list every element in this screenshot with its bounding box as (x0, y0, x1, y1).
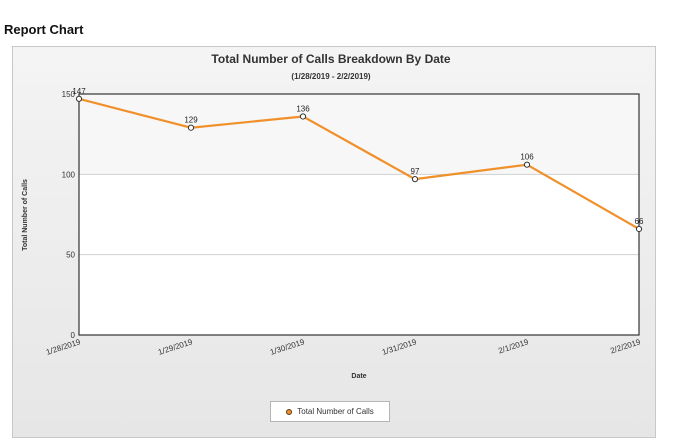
plot-area-top (79, 94, 639, 174)
x-tick-label: 2/1/2019 (497, 337, 530, 355)
axes (78, 93, 640, 336)
x-tick-label: 2/2/2019 (609, 337, 642, 355)
y-tick-labels: 0 50 100 150 (62, 90, 76, 340)
y-tick-label: 0 (71, 331, 76, 340)
y-tick-label: 150 (62, 90, 76, 99)
x-tick-label: 1/29/2019 (157, 337, 194, 357)
plot-border (78, 93, 640, 336)
data-label: 106 (520, 153, 534, 162)
report-heading: Report Chart (4, 22, 84, 37)
data-point (411, 176, 419, 183)
chart-subtitle: (1/28/2019 - 2/2/2019) (291, 72, 371, 81)
legend: Total Number of Calls (270, 401, 390, 422)
data-label: 147 (72, 87, 86, 96)
data-point (523, 161, 531, 168)
legend-label: Total Number of Calls (297, 407, 374, 416)
x-axis-label: Date (351, 373, 366, 380)
data-point (75, 95, 83, 102)
data-point (635, 225, 643, 233)
y-tick-label: 100 (62, 170, 76, 179)
data-point (299, 113, 307, 120)
y-tick-label: 50 (66, 251, 75, 260)
y-axis-label: Total Number of Calls (22, 179, 29, 251)
x-tick-label: 1/28/2019 (45, 337, 82, 357)
series-layer: 147 129 136 97 106 66 (72, 87, 644, 233)
x-tick-label: 1/30/2019 (269, 337, 306, 357)
data-label: 66 (635, 217, 644, 226)
data-label: 136 (296, 104, 310, 113)
x-tick-label: 1/31/2019 (381, 337, 418, 357)
data-label: 129 (184, 116, 198, 125)
x-tick-labels: 1/28/2019 1/29/2019 1/30/2019 1/31/2019 2/1/… (45, 337, 642, 357)
series-line (78, 97, 640, 230)
legend-marker-icon (286, 408, 293, 415)
data-label: 97 (411, 167, 420, 176)
chart-title: Total Number of Calls Breakdown By Date (211, 52, 450, 66)
data-point (187, 124, 195, 131)
